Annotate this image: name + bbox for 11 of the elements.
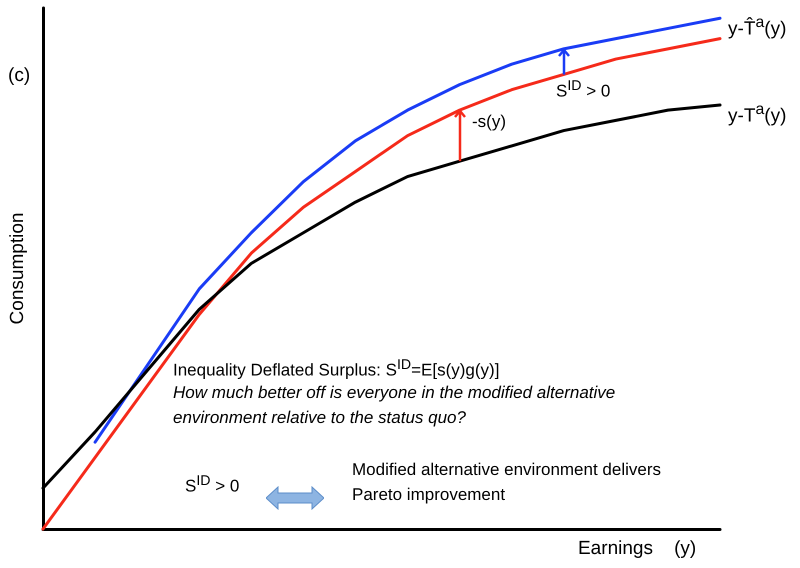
- annotation: How much better off is everyone in the modified alternative environment relative to the status quo?: [173, 382, 616, 429]
- annotation: Modified alternative environment delivers Pareto improvement: [352, 459, 662, 506]
- annotation: S$^{ID}$ > 0: [556, 77, 610, 103]
- annotation: Inequality Deflated Surplus: S$^{ID}$=E[s(y)g(y)]: [173, 356, 500, 382]
- annotation: -s(y): [472, 111, 506, 133]
- x-axis-title: Earnings (y): [578, 538, 696, 560]
- text: (c): [8, 64, 30, 88]
- series-label: y-T$^{a}$(y): [728, 101, 786, 128]
- y-axis-title: Consumption: [7, 212, 28, 324]
- series-label: y-T̂$^{a}$(y): [728, 14, 786, 41]
- annotation: S$^{ID}$ > 0: [185, 472, 240, 498]
